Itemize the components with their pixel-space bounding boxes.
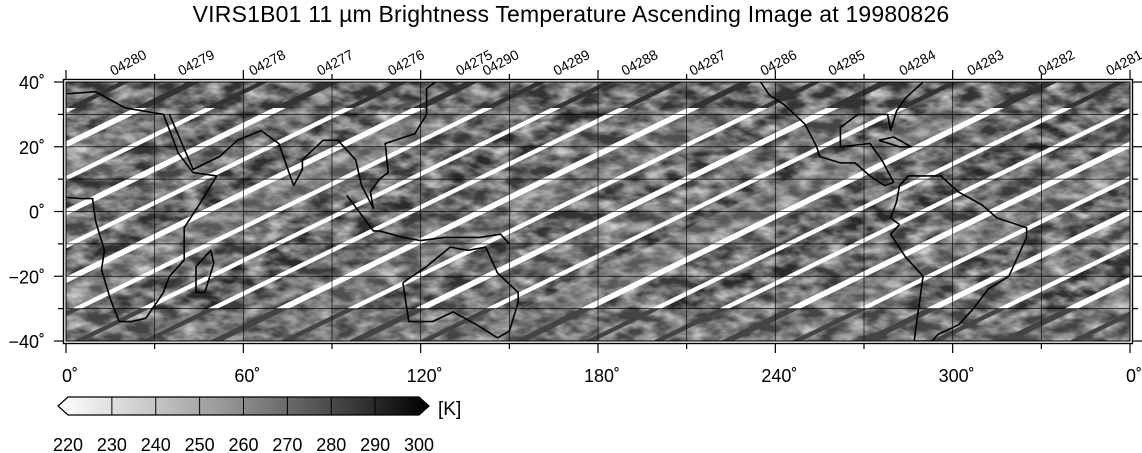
- lon-tick-label: 120˚: [407, 366, 443, 386]
- lon-tick-label: 180˚: [584, 366, 620, 386]
- orbit-label: 04278: [246, 46, 288, 79]
- orbit-label: 04287: [686, 46, 728, 79]
- orbit-label: 04285: [825, 46, 867, 79]
- orbit-label: 04282: [1035, 46, 1077, 79]
- orbit-label: 04289: [551, 46, 593, 79]
- orbit-label: 04281: [1103, 46, 1142, 79]
- lat-tick-label: −40˚: [8, 332, 45, 352]
- lat-tick-label: 0˚: [29, 203, 45, 223]
- colorbar-tick-labels: 220 230 240 250 260 270 280 290 300: [53, 435, 434, 453]
- map-frame-outer: [62, 78, 1134, 345]
- colorbar-tick-label: 260: [228, 435, 258, 453]
- longitude-labels: 0˚ 60˚ 120˚ 180˚ 240˚ 300˚ 0˚: [62, 366, 1142, 386]
- orbit-label: 04279: [175, 46, 217, 79]
- orbit-label: 04284: [896, 46, 938, 79]
- north-america-coastline: [759, 82, 924, 187]
- lat-tick-label: 20˚: [19, 138, 45, 158]
- lon-tick-label: 0˚: [62, 366, 78, 386]
- latitude-labels: 40˚ 20˚ 0˚ −20˚ −40˚: [8, 73, 45, 352]
- map-gridlines: [66, 82, 1130, 341]
- south-america-coastline: [889, 175, 1028, 341]
- colorbar-unit: [K]: [438, 399, 461, 420]
- colorbar-tick-label: 270: [272, 435, 302, 453]
- orbit-label: 04283: [964, 46, 1006, 79]
- colorbar: [K] 220 230 240 250 260 270 280 290 300: [53, 396, 461, 453]
- orbit-label: 04277: [314, 46, 356, 79]
- map-frame-inner: [65, 81, 1131, 342]
- colorbar-ticks: [111, 397, 376, 415]
- colorbar-tick-label: 280: [316, 435, 346, 453]
- lat-tick-label: −20˚: [8, 267, 45, 287]
- arabia-india-coastline: [168, 82, 436, 210]
- orbit-label: 04280: [107, 46, 149, 79]
- lon-tick-label: 300˚: [939, 366, 975, 386]
- orbit-label: 04288: [618, 46, 660, 79]
- lat-tick-label: 40˚: [19, 73, 45, 93]
- colorbar-tick-label: 230: [97, 435, 127, 453]
- colorbar-tick-label: 290: [360, 435, 390, 453]
- australia-coastline: [402, 246, 519, 339]
- lon-tick-label: 240˚: [761, 366, 797, 386]
- colorbar-tick-label: 250: [185, 435, 215, 453]
- lon-tick-label: 60˚: [234, 366, 260, 386]
- colorbar-tick-label: 240: [141, 435, 171, 453]
- orbit-label: 04286: [757, 46, 799, 79]
- map-title: VIRS1B01 11 µm Brightness Temperature As…: [192, 1, 950, 27]
- axis-ticks: [54, 70, 1142, 353]
- colorbar-tick-label: 220: [53, 435, 83, 453]
- lon-tick-label: 0˚: [1126, 366, 1142, 386]
- colorbar-tick-label: 300: [404, 435, 434, 453]
- madagascar-coastline: [195, 249, 215, 294]
